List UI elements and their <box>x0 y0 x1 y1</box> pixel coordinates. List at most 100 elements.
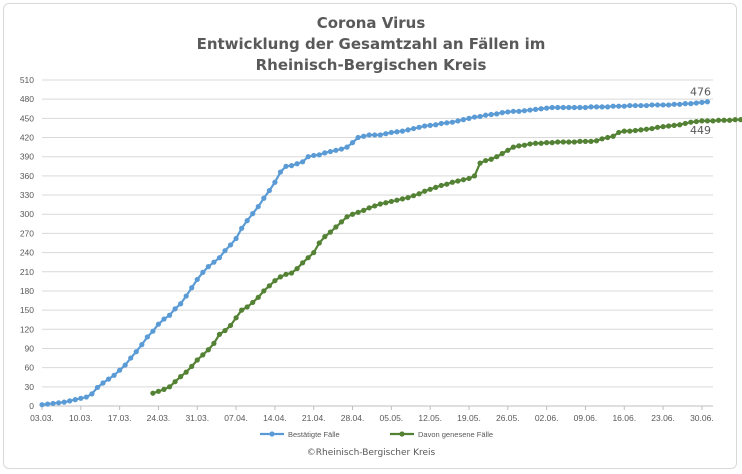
data-point <box>266 283 272 289</box>
data-point <box>555 104 561 111</box>
data-point <box>527 107 533 113</box>
data-point <box>444 120 450 126</box>
data-point <box>455 118 461 124</box>
data-point <box>671 101 677 107</box>
data-point <box>405 195 411 201</box>
data-point <box>566 139 572 145</box>
data-point <box>593 104 600 110</box>
data-point <box>438 182 444 189</box>
data-point <box>682 101 688 107</box>
x-tick-label: 03.03. <box>30 413 54 423</box>
data-point <box>316 240 322 246</box>
data-point <box>660 102 666 108</box>
data-point <box>605 104 611 110</box>
chart-title-line-2: Entwicklung der Gesamtzahl an Fällen im <box>196 35 546 53</box>
data-point <box>521 108 528 114</box>
x-tick-label: 05.05. <box>380 413 404 423</box>
data-point <box>322 150 328 156</box>
data-point <box>333 224 339 230</box>
data-point <box>211 259 217 265</box>
data-point <box>161 386 167 392</box>
data-point <box>50 400 56 407</box>
x-tick-label: 31.03. <box>185 413 209 423</box>
data-point <box>100 380 106 386</box>
x-tick-label: 10.03. <box>69 413 93 423</box>
data-point <box>117 367 123 373</box>
data-point <box>388 198 394 205</box>
data-point <box>632 102 638 109</box>
x-tick-label: 09.06. <box>574 413 598 423</box>
data-point <box>422 123 428 129</box>
data-point <box>427 122 433 128</box>
data-point <box>349 211 356 217</box>
data-point <box>166 384 173 390</box>
data-point <box>588 138 594 144</box>
data-point <box>266 187 272 194</box>
data-point <box>222 327 228 334</box>
y-tick-label: 150 <box>20 305 34 315</box>
legend: Bestätigte Fälle Davon genesene Fälle <box>260 430 493 439</box>
y-tick-label: 0 <box>29 401 34 411</box>
data-point <box>166 312 173 318</box>
data-point <box>361 207 367 213</box>
data-point <box>499 110 505 116</box>
data-point <box>605 134 611 141</box>
data-point <box>311 249 317 256</box>
data-point <box>200 352 206 358</box>
y-tick-label: 420 <box>20 133 34 143</box>
y-tick-label: 330 <box>20 190 34 200</box>
credit-text: ©Rheinisch-Bergischer Kreis <box>306 448 436 458</box>
data-point <box>510 108 516 114</box>
legend-swatch-marker <box>269 431 275 437</box>
data-point <box>621 103 627 109</box>
end-label-series-2: 449 <box>690 124 711 137</box>
data-point <box>178 301 184 307</box>
data-point <box>544 140 550 146</box>
data-point <box>416 124 422 130</box>
series-line-1 <box>41 100 708 406</box>
data-point <box>638 102 644 109</box>
data-point <box>183 293 189 299</box>
data-point <box>305 255 311 261</box>
data-point <box>427 186 433 192</box>
y-tick-label: 30 <box>25 382 35 392</box>
data-point <box>133 349 139 355</box>
data-point <box>616 103 622 109</box>
data-point <box>449 119 455 125</box>
data-point <box>449 179 455 185</box>
data-point <box>139 342 145 348</box>
y-tick-label: 240 <box>20 248 34 258</box>
data-point <box>632 127 638 134</box>
data-point <box>527 141 533 147</box>
data-point <box>483 112 489 118</box>
data-point <box>355 134 361 141</box>
data-point <box>361 133 367 139</box>
data-point <box>588 104 594 110</box>
y-tick-label: 390 <box>20 152 34 162</box>
data-point <box>272 278 278 284</box>
data-point <box>178 374 184 380</box>
data-point <box>56 400 62 406</box>
data-point <box>172 379 178 385</box>
data-point <box>377 132 383 138</box>
x-tick-label: 19.05. <box>457 413 481 423</box>
y-tick-label: 450 <box>20 113 34 123</box>
data-point <box>294 161 300 167</box>
data-point <box>155 388 162 394</box>
data-point <box>327 148 333 155</box>
data-point <box>688 119 694 125</box>
data-point <box>161 316 167 322</box>
data-point <box>627 128 633 134</box>
data-point <box>150 328 156 334</box>
y-tick-label: 270 <box>20 228 34 238</box>
data-point <box>211 340 217 346</box>
data-point <box>383 200 389 206</box>
data-point <box>399 196 406 202</box>
data-point <box>638 127 644 133</box>
data-point <box>338 219 345 225</box>
data-point <box>654 124 661 130</box>
data-point <box>560 139 566 145</box>
data-point <box>194 276 200 283</box>
labels: 476 449 <box>690 86 711 137</box>
data-point <box>189 363 195 369</box>
